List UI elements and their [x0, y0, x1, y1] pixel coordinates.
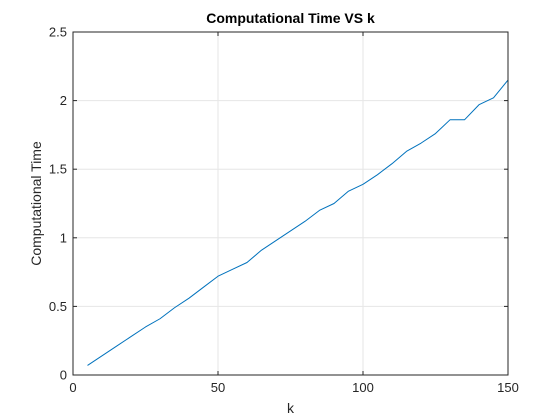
- axes-box: [72, 31, 509, 376]
- x-tick-label: 50: [211, 380, 225, 395]
- series-group: [87, 79, 509, 366]
- x-axis-label: k: [287, 400, 295, 416]
- ticks: 0 50 100 150 0 0.5 1 1.5 2 2.5: [49, 25, 519, 396]
- x-tick-label: 100: [352, 380, 374, 395]
- y-tick-label: 2.5: [49, 25, 67, 40]
- y-tick-label: 2: [60, 93, 67, 108]
- grid: [73, 32, 508, 375]
- plot-area: [73, 32, 508, 375]
- y-tick-label: 1.5: [49, 162, 67, 177]
- series-line: [87, 79, 509, 366]
- y-tick-label: 0: [60, 368, 67, 383]
- y-tick-label: 1: [60, 230, 67, 245]
- x-tick-label: 150: [497, 380, 519, 395]
- chart-title: Computational Time VS k: [206, 10, 375, 26]
- y-axis-label: Computational Time: [28, 141, 44, 266]
- y-tick-label: 0.5: [49, 299, 67, 314]
- x-tick-label: 0: [69, 380, 76, 395]
